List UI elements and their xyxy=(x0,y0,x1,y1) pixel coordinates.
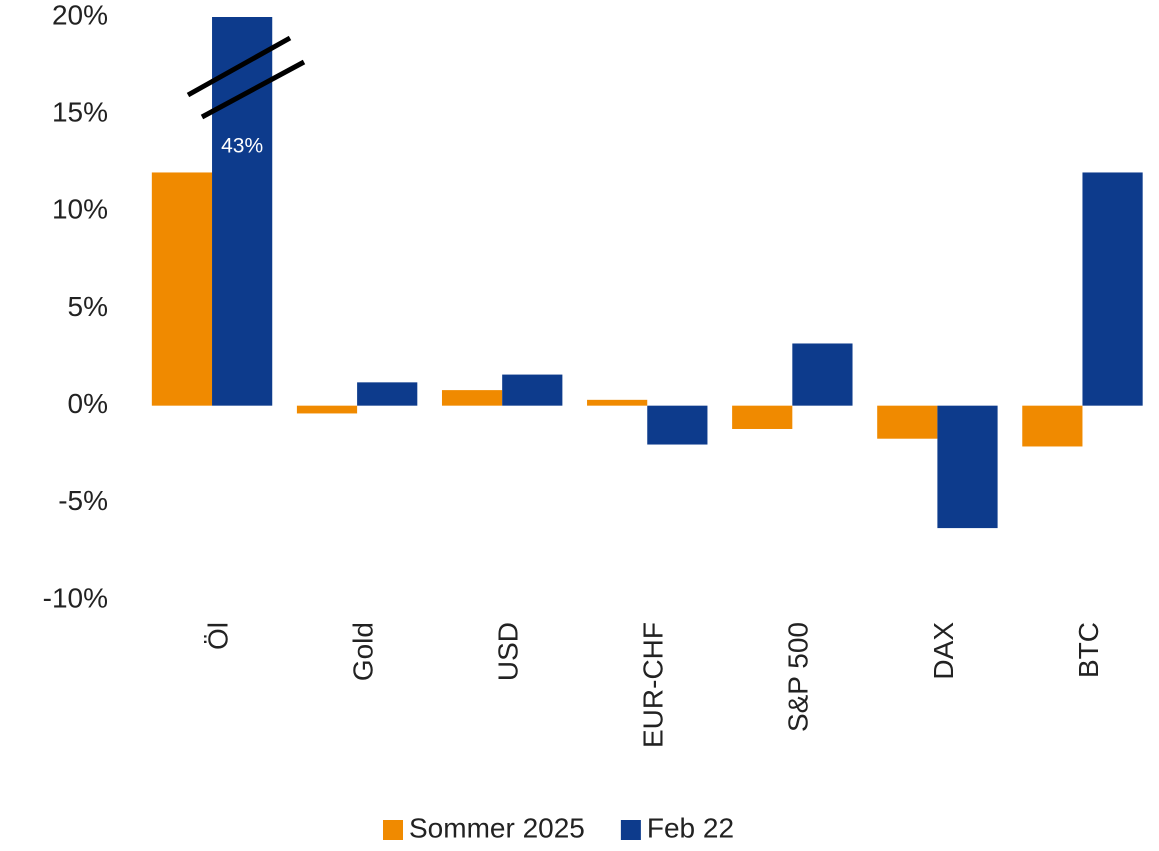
bar xyxy=(937,405,998,529)
x-tick-label: Gold xyxy=(347,622,378,681)
legend-swatch xyxy=(620,820,641,840)
legend-swatch xyxy=(383,820,403,840)
overlay xyxy=(186,35,306,120)
y-tick-label: 0% xyxy=(68,388,108,419)
bar xyxy=(587,399,648,406)
axis-break xyxy=(200,59,306,120)
bar xyxy=(441,390,503,406)
y-tick-label: 10% xyxy=(52,194,108,225)
bar xyxy=(1082,172,1143,406)
x-tick-label: DAX xyxy=(928,622,959,680)
y-tick-label: -5% xyxy=(58,485,108,516)
value-label: 43% xyxy=(221,135,263,158)
bar xyxy=(732,405,793,429)
x-tick-label: S&P 500 xyxy=(783,622,814,732)
x-tick-label: USD xyxy=(493,622,524,681)
plot-area xyxy=(151,17,1143,529)
x-tick-label: Öl xyxy=(202,622,233,650)
legend-label: Sommer 2025 xyxy=(409,812,585,843)
bar xyxy=(357,382,418,406)
bar xyxy=(792,343,853,406)
bar xyxy=(647,405,708,445)
x-tick-label: EUR-CHF xyxy=(638,622,669,748)
y-tick-label: -10% xyxy=(43,582,108,613)
bar xyxy=(502,374,563,406)
bar xyxy=(296,405,358,414)
y-tick-label: 20% xyxy=(52,0,108,30)
legend-label: Feb 22 xyxy=(647,812,734,843)
y-tick-label: 5% xyxy=(68,291,108,322)
bar xyxy=(212,17,273,406)
bar xyxy=(1022,405,1083,447)
axis-break xyxy=(186,35,292,98)
y-tick-label: 15% xyxy=(52,97,108,128)
bar xyxy=(151,172,213,406)
x-tick-label: BTC xyxy=(1073,622,1104,678)
bar xyxy=(877,405,938,439)
